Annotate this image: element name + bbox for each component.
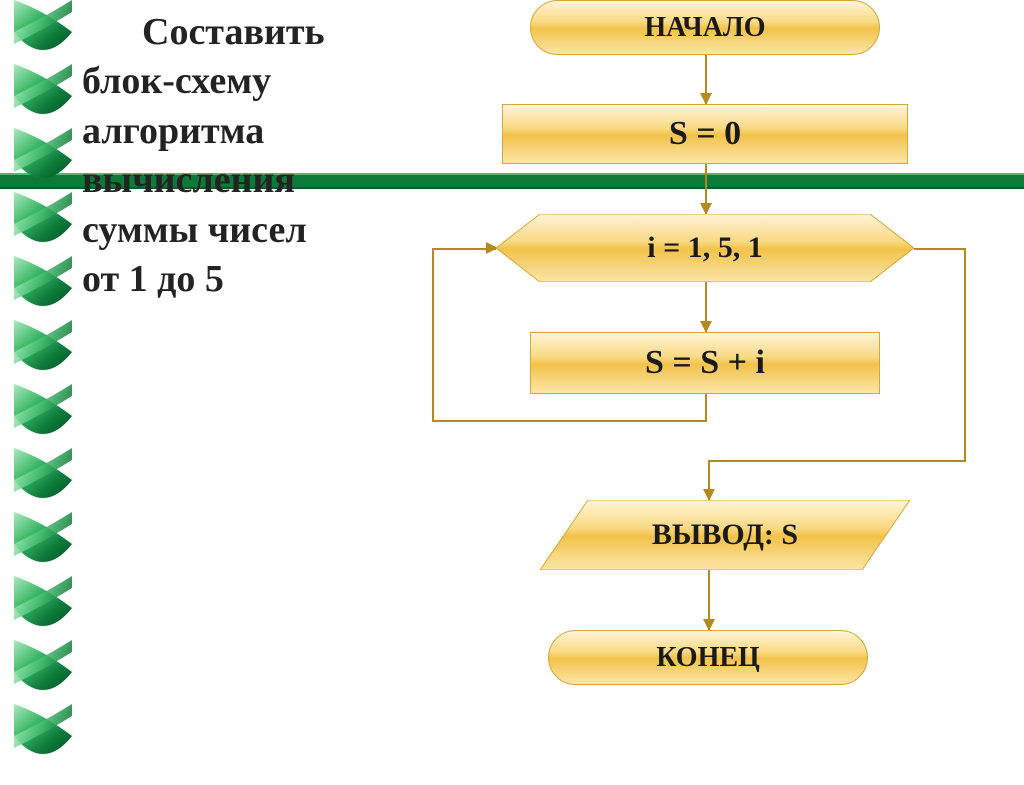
task-line: от 1 до 5 [82, 255, 417, 304]
spiral-decoration [8, 0, 78, 767]
flowchart-loop: i = 1, 5, 1 [496, 214, 914, 282]
connector [705, 282, 707, 332]
loopback-line [432, 420, 707, 422]
block-label: КОНЕЦ [656, 642, 760, 674]
connector [705, 55, 707, 104]
block-label: i = 1, 5, 1 [496, 214, 914, 282]
task-line: алгоритма [82, 107, 417, 156]
flowchart-init: S = 0 [502, 104, 908, 164]
block-label: S = 0 [669, 115, 741, 153]
block-label: ВЫВОД: S [540, 500, 910, 570]
connector [708, 570, 710, 630]
flowchart-body: S = S + i [530, 332, 880, 394]
connector [705, 164, 707, 214]
block-label: S = S + i [645, 344, 765, 382]
flowchart-end: КОНЕЦ [548, 630, 868, 685]
flowchart: НАЧАЛО S = 0 i = 1, 5, 1 S = S + i [430, 0, 1024, 767]
task-line: Составить [142, 8, 417, 57]
block-label: НАЧАЛО [644, 12, 765, 44]
loopback-line [705, 394, 707, 420]
flowchart-output: ВЫВОД: S [540, 500, 910, 570]
task-description: Составить блок-схему алгоритма вычислени… [82, 8, 417, 304]
task-line: вычисления [82, 156, 417, 205]
exit-line [914, 248, 964, 250]
loopback-line [432, 248, 434, 420]
task-line: суммы чисел [82, 206, 417, 255]
exit-line [964, 248, 966, 460]
exit-line [708, 460, 966, 462]
exit-line [708, 460, 710, 500]
flowchart-start: НАЧАЛО [530, 0, 880, 55]
task-line: блок-схему [82, 57, 417, 106]
